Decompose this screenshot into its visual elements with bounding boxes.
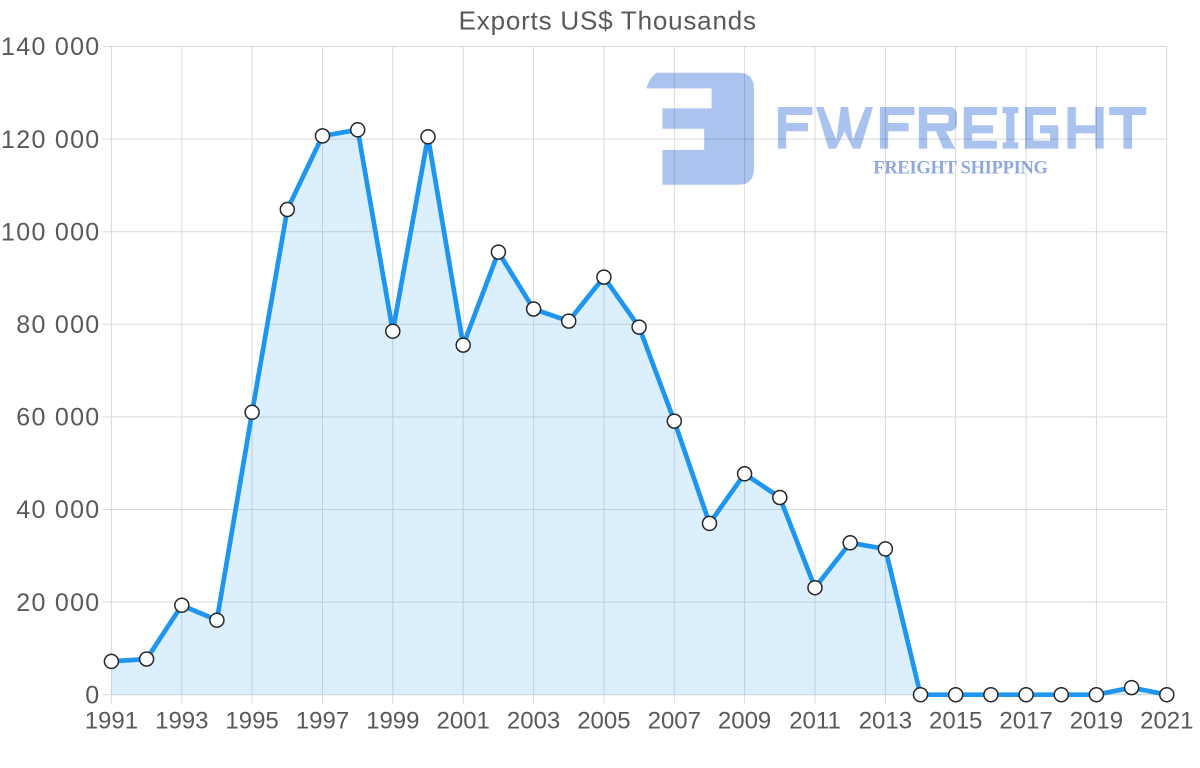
svg-text:2001: 2001 xyxy=(437,707,490,734)
svg-text:80 000: 80 000 xyxy=(16,311,100,339)
svg-text:1991: 1991 xyxy=(85,707,138,734)
svg-text:2005: 2005 xyxy=(577,707,630,734)
svg-text:2009: 2009 xyxy=(718,707,771,734)
svg-text:140 000: 140 000 xyxy=(1,33,100,61)
svg-text:2021: 2021 xyxy=(1140,707,1193,734)
svg-text:20 000: 20 000 xyxy=(16,589,100,617)
svg-text:1999: 1999 xyxy=(366,707,419,734)
svg-text:2007: 2007 xyxy=(648,707,701,734)
svg-text:2015: 2015 xyxy=(929,707,982,734)
svg-text:FREIGHT SHIPPING: FREIGHT SHIPPING xyxy=(873,159,1047,179)
svg-text:2011: 2011 xyxy=(789,707,841,734)
svg-text:2013: 2013 xyxy=(859,707,912,734)
svg-text:120 000: 120 000 xyxy=(1,126,100,154)
svg-text:1993: 1993 xyxy=(155,707,208,734)
svg-text:60 000: 60 000 xyxy=(16,404,100,432)
svg-text:2019: 2019 xyxy=(1070,707,1123,734)
svg-text:2017: 2017 xyxy=(999,707,1052,734)
svg-text:1995: 1995 xyxy=(225,707,278,734)
svg-text:2003: 2003 xyxy=(507,707,560,734)
svg-text:100 000: 100 000 xyxy=(1,218,100,246)
svg-text:Exports US$ Thousands: Exports US$ Thousands xyxy=(459,6,757,36)
svg-text:1997: 1997 xyxy=(296,707,349,734)
svg-text:0: 0 xyxy=(85,681,100,709)
svg-text:40 000: 40 000 xyxy=(16,496,100,524)
